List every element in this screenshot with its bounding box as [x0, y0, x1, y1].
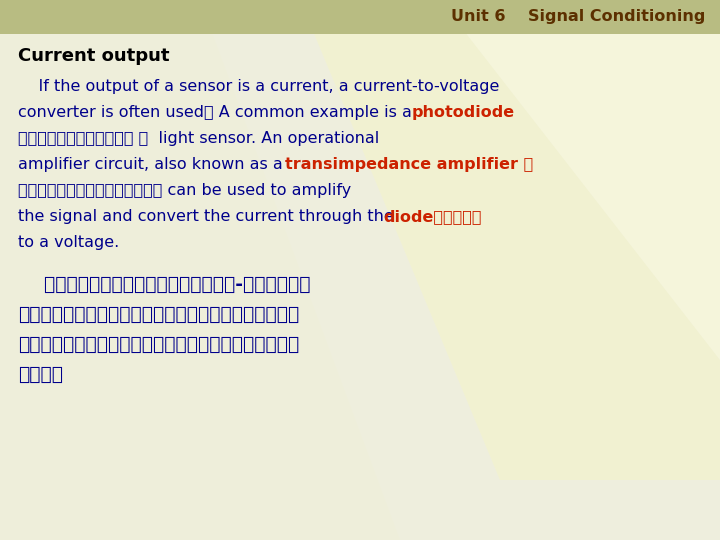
Text: Current output: Current output	[18, 47, 169, 65]
Text: to a voltage.: to a voltage.	[18, 235, 120, 250]
Text: transimpedance amplifier （: transimpedance amplifier （	[285, 157, 534, 172]
Text: Unit 6    Signal Conditioning: Unit 6 Signal Conditioning	[451, 10, 705, 24]
Text: 为转阵放大器，能用于放大信号，通过二极管将电压转换: 为转阵放大器，能用于放大信号，通过二极管将电压转换	[18, 335, 300, 354]
Text: （光敏二极管，光电二极管 ）  light sensor. An operational: （光敏二极管，光电二极管 ） light sensor. An operatio…	[18, 131, 379, 146]
Text: 互阵抗放大器，跨阵抗放大器）， can be used to amplify: 互阵抗放大器，跨阵抗放大器）， can be used to amplify	[18, 183, 351, 198]
Polygon shape	[0, 0, 400, 540]
Text: converter is often used。 A common example is a: converter is often used。 A common exampl…	[18, 105, 417, 120]
Polygon shape	[440, 0, 720, 360]
Text: 为电流。: 为电流。	[18, 365, 63, 384]
Text: 如果传感器的输出是电流，常用到电流-电压转换器。: 如果传感器的输出是电流，常用到电流-电压转换器。	[18, 275, 310, 294]
Text: photodiode: photodiode	[412, 105, 515, 120]
Text: the signal and convert the current through the: the signal and convert the current throu…	[18, 209, 399, 224]
Text: amplifier circuit, also known as a: amplifier circuit, also known as a	[18, 157, 288, 172]
Text: 常见的例子是光电二极管光传感器。运算放大电路，也称: 常见的例子是光电二极管光传感器。运算放大电路，也称	[18, 305, 300, 324]
Text: diode（二极管）: diode（二极管）	[383, 209, 482, 224]
Bar	[0, 0, 720, 34]
Polygon shape	[300, 0, 720, 480]
Text: If the output of a sensor is a current, a current-to-voltage: If the output of a sensor is a current, …	[18, 79, 500, 94]
